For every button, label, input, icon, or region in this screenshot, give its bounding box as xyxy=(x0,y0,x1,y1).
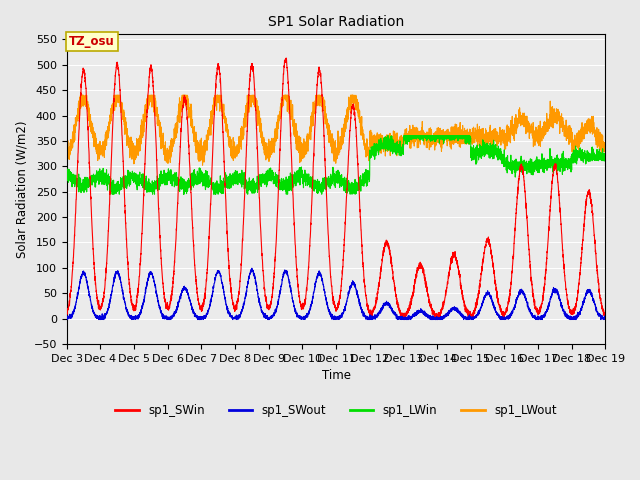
X-axis label: Time: Time xyxy=(321,369,351,382)
Text: TZ_osu: TZ_osu xyxy=(69,35,115,48)
Title: SP1 Solar Radiation: SP1 Solar Radiation xyxy=(268,15,404,29)
Y-axis label: Solar Radiation (W/m2): Solar Radiation (W/m2) xyxy=(15,120,28,258)
Legend: sp1_SWin, sp1_SWout, sp1_LWin, sp1_LWout: sp1_SWin, sp1_SWout, sp1_LWin, sp1_LWout xyxy=(111,399,561,422)
